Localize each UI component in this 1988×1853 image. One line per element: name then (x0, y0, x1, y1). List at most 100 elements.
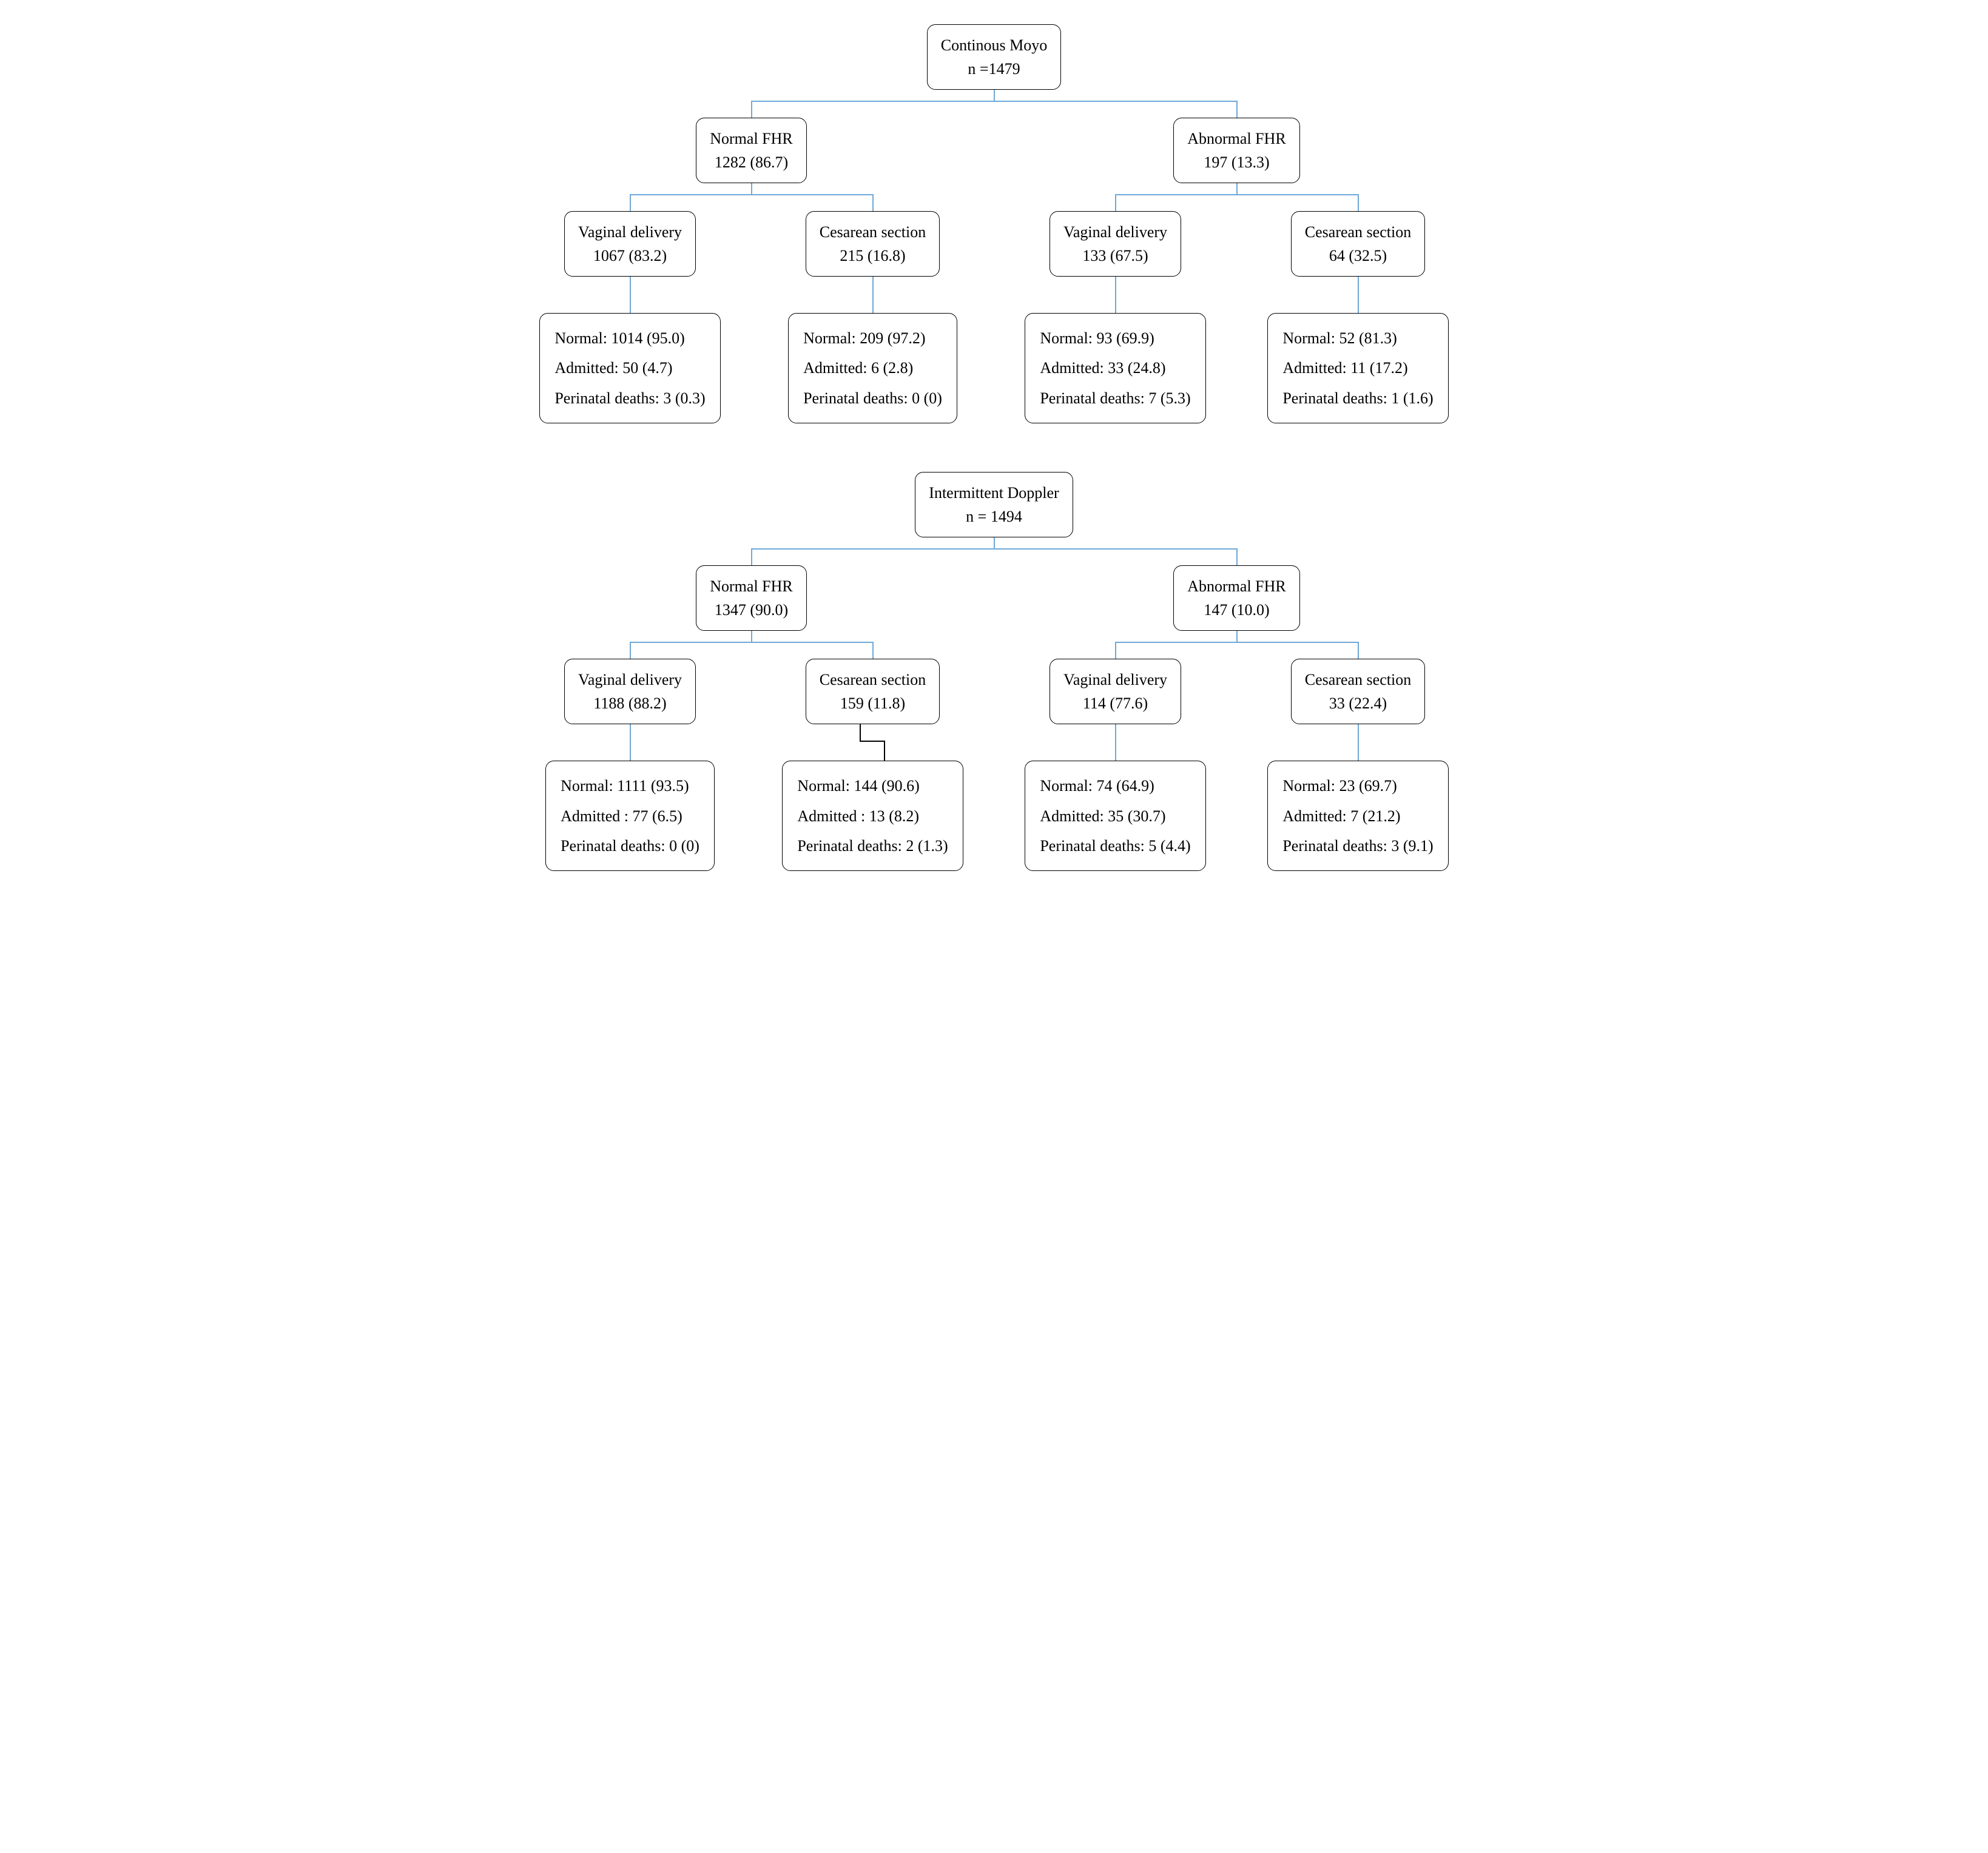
outcome-normal: Normal: 1014 (95.0) (554, 323, 705, 353)
outcome-deaths: Perinatal deaths: 3 (9.1) (1282, 831, 1433, 861)
connector-fork (994, 631, 1480, 659)
fhr-node: Abnormal FHR147 (10.0) (1173, 565, 1300, 631)
root-node: Continous Moyon =1479 (927, 24, 1062, 90)
level-fhr: Normal FHR1347 (90.0)Vaginal delivery118… (509, 565, 1480, 871)
outcome-node: Normal: 1014 (95.0)Admitted: 50 (4.7)Per… (539, 313, 720, 423)
node-value: 1188 (88.2) (578, 691, 682, 715)
connector-line (1358, 277, 1359, 313)
outcome-deaths: Perinatal deaths: 0 (0) (561, 831, 699, 861)
node-title: Vaginal delivery (1063, 220, 1167, 244)
level-root: Intermittent Dopplern = 1494 (509, 472, 1480, 537)
outcome-normal: Normal: 1111 (93.5) (561, 771, 699, 801)
node-value: 159 (11.8) (820, 691, 926, 715)
node-value: n = 1494 (929, 505, 1059, 528)
delivery-branch: Vaginal delivery1188 (88.2) Normal: 1111 … (509, 659, 752, 871)
fhr-node: Abnormal FHR197 (13.3) (1173, 118, 1300, 183)
outcome-node: Normal: 52 (81.3)Admitted: 11 (17.2)Peri… (1267, 313, 1448, 423)
node-title: Cesarean section (820, 668, 926, 691)
node-value: 133 (67.5) (1063, 244, 1167, 267)
node-title: Vaginal delivery (1063, 668, 1167, 691)
delivery-node: Cesarean section33 (22.4) (1291, 659, 1425, 724)
node-value: 33 (22.4) (1305, 691, 1411, 715)
connector-line (630, 724, 631, 761)
delivery-branch: Cesarean section159 (11.8) Normal: 144 (9… (752, 659, 994, 871)
fhr-branch: Abnormal FHR147 (10.0) Vaginal delivery11… (994, 565, 1480, 871)
connector-line (1358, 724, 1359, 761)
outcome-node: Normal: 209 (97.2)Admitted: 6 (2.8)Perin… (788, 313, 957, 423)
node-value: n =1479 (941, 57, 1048, 81)
outcome-admitted: Admitted: 35 (30.7) (1040, 801, 1190, 831)
outcome-deaths: Perinatal deaths: 5 (4.4) (1040, 831, 1190, 861)
outcome-admitted: Admitted: 11 (17.2) (1282, 353, 1433, 383)
node-title: Vaginal delivery (578, 668, 682, 691)
delivery-branch: Vaginal delivery133 (67.5) Normal: 93 (69… (994, 211, 1237, 423)
outcome-normal: Normal: 52 (81.3) (1282, 323, 1433, 353)
delivery-row: Vaginal delivery133 (67.5) Normal: 93 (69… (994, 211, 1480, 423)
outcome-deaths: Perinatal deaths: 1 (1.6) (1282, 383, 1433, 413)
delivery-node: Cesarean section215 (16.8) (806, 211, 940, 277)
root-node: Intermittent Dopplern = 1494 (915, 472, 1073, 537)
connector-line (1115, 724, 1116, 761)
delivery-branch: Vaginal delivery114 (77.6) Normal: 74 (64… (994, 659, 1237, 871)
node-value: 1067 (83.2) (578, 244, 682, 267)
node-value: 147 (10.0) (1187, 598, 1286, 622)
connector-line (872, 277, 874, 313)
outcome-node: Normal: 1111 (93.5)Admitted : 77 (6.5)Pe… (545, 761, 715, 871)
flowchart-doppler: Intermittent Dopplern = 1494 Normal FHR13… (509, 472, 1480, 871)
node-value: 197 (13.3) (1187, 150, 1286, 174)
node-title: Abnormal FHR (1187, 127, 1286, 150)
outcome-node: Normal: 74 (64.9)Admitted: 35 (30.7)Peri… (1025, 761, 1205, 871)
outcome-normal: Normal: 23 (69.7) (1282, 771, 1433, 801)
delivery-node: Vaginal delivery1067 (83.2) (564, 211, 696, 277)
fhr-node: Normal FHR1282 (86.7) (696, 118, 807, 183)
node-value: 1347 (90.0) (710, 598, 793, 622)
connector-fork (509, 90, 1480, 118)
delivery-branch: Cesarean section64 (32.5) Normal: 52 (81.… (1237, 211, 1480, 423)
outcome-node: Normal: 93 (69.9)Admitted: 33 (24.8)Peri… (1025, 313, 1205, 423)
delivery-node: Vaginal delivery133 (67.5) (1050, 211, 1181, 277)
node-title: Continous Moyo (941, 33, 1048, 57)
connector-elbow (855, 724, 891, 761)
node-title: Cesarean section (1305, 668, 1411, 691)
delivery-row: Vaginal delivery114 (77.6) Normal: 74 (64… (994, 659, 1480, 871)
connector-line (630, 277, 631, 313)
node-title: Cesarean section (1305, 220, 1411, 244)
node-value: 1282 (86.7) (710, 150, 793, 174)
fhr-branch: Normal FHR1282 (86.7)Vaginal delivery106… (509, 118, 994, 423)
node-value: 114 (77.6) (1063, 691, 1167, 715)
outcome-deaths: Perinatal deaths: 2 (1.3) (797, 831, 948, 861)
node-title: Abnormal FHR (1187, 574, 1286, 598)
fhr-branch: Abnormal FHR197 (13.3) Vaginal delivery13… (994, 118, 1480, 423)
flowchart-moyo: Continous Moyon =1479 Normal FHR1282 (86.… (509, 24, 1480, 423)
delivery-row: Vaginal delivery1188 (88.2) Normal: 1111 … (509, 659, 994, 871)
delivery-node: Vaginal delivery114 (77.6) (1050, 659, 1181, 724)
delivery-branch: Cesarean section215 (16.8) Normal: 209 (9… (752, 211, 994, 423)
fhr-branch: Normal FHR1347 (90.0) Vaginal delivery118… (509, 565, 994, 871)
flowcharts-container: Continous Moyon =1479Normal FHR1282 (86.… (12, 24, 1976, 871)
outcome-admitted: Admitted: 7 (21.2) (1282, 801, 1433, 831)
connector-line (1115, 277, 1116, 313)
outcome-admitted: Admitted : 13 (8.2) (797, 801, 948, 831)
outcome-node: Normal: 23 (69.7)Admitted: 7 (21.2)Perin… (1267, 761, 1448, 871)
delivery-branch: Cesarean section33 (22.4) Normal: 23 (69.… (1237, 659, 1480, 871)
outcome-deaths: Perinatal deaths: 7 (5.3) (1040, 383, 1190, 413)
outcome-normal: Normal: 74 (64.9) (1040, 771, 1190, 801)
outcome-deaths: Perinatal deaths: 3 (0.3) (554, 383, 705, 413)
connector-fork (509, 631, 994, 659)
node-title: Normal FHR (710, 574, 793, 598)
node-title: Intermittent Doppler (929, 481, 1059, 505)
outcome-node: Normal: 144 (90.6)Admitted : 13 (8.2)Per… (782, 761, 963, 871)
delivery-node: Vaginal delivery1188 (88.2) (564, 659, 696, 724)
node-title: Normal FHR (710, 127, 793, 150)
outcome-admitted: Admitted: 6 (2.8) (803, 353, 942, 383)
node-title: Vaginal delivery (578, 220, 682, 244)
node-value: 64 (32.5) (1305, 244, 1411, 267)
delivery-node: Cesarean section159 (11.8) (806, 659, 940, 724)
outcome-admitted: Admitted : 77 (6.5) (561, 801, 699, 831)
connector-fork (509, 183, 994, 211)
outcome-normal: Normal: 93 (69.9) (1040, 323, 1190, 353)
level-fhr: Normal FHR1282 (86.7)Vaginal delivery106… (509, 118, 1480, 423)
node-title: Cesarean section (820, 220, 926, 244)
outcome-admitted: Admitted: 33 (24.8) (1040, 353, 1190, 383)
outcome-deaths: Perinatal deaths: 0 (0) (803, 383, 942, 413)
